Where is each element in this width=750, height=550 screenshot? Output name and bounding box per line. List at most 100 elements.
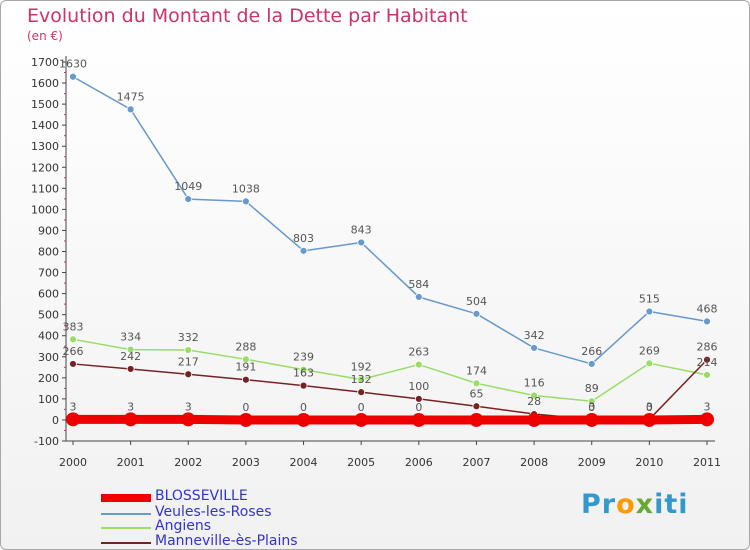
data-label: 89 [585,382,599,395]
data-point [69,335,77,344]
data-label: 3 [185,400,192,413]
data-point [642,412,657,427]
data-point [357,388,366,397]
data-label: 0 [415,401,422,414]
data-point [184,370,193,379]
data-label: 214 [697,356,718,369]
data-label: 0 [588,401,595,414]
data-label: 0 [358,401,365,414]
data-point [296,412,311,427]
data-label: 0 [242,401,249,414]
y-tick-label: 1300 [31,140,59,153]
x-tick-label: 2002 [174,456,202,469]
chart-subtitle: (en €) [27,29,63,43]
proxiti-logo: Proxiti [581,489,689,520]
data-point [69,72,77,81]
y-tick-label: 100 [38,393,59,406]
data-point [242,197,250,206]
legend-label: Veules-les-Roses [155,504,272,520]
data-label: 239 [293,351,314,364]
data-label: 3 [704,400,711,413]
data-label: 116 [524,377,545,390]
data-label: 1475 [117,90,145,103]
data-point [584,412,599,427]
data-label: 1630 [59,58,87,71]
data-label: 192 [351,361,372,374]
data-point [645,359,654,368]
y-tick-label: 400 [38,330,59,343]
x-tick-label: 2011 [693,456,721,469]
data-label: 3 [70,400,77,413]
data-point [299,381,308,390]
y-tick-label: 1200 [31,161,59,174]
data-point [184,346,193,354]
y-tick-label: 700 [38,267,59,280]
data-label: 286 [697,341,718,354]
y-tick-label: 0 [52,414,59,427]
data-point [299,246,308,255]
legend-swatch [101,513,151,515]
data-label: 1038 [232,182,260,195]
data-point [354,412,369,427]
data-label: 332 [178,331,199,344]
data-point [414,293,423,301]
data-point [299,365,308,374]
x-tick-label: 2001 [117,456,145,469]
data-point [238,412,253,427]
data-label: 504 [466,295,487,308]
data-label: 383 [63,320,84,333]
data-label: 263 [408,346,429,359]
data-point [357,238,366,247]
y-tick-label: 200 [38,372,59,385]
data-point [530,344,538,352]
data-label: 1049 [174,180,202,193]
data-label: 28 [527,395,541,408]
data-label: 266 [581,345,602,358]
logo-part: o [616,489,636,520]
data-point [126,365,135,373]
data-point [703,355,711,364]
data-point [123,412,138,427]
data-point [703,317,711,326]
data-label: 0 [300,401,307,414]
x-tick-label: 2003 [232,456,260,469]
data-point [184,195,193,203]
x-tick-label: 2009 [578,456,606,469]
series-line [72,76,708,365]
data-point [530,391,538,400]
legend-swatch [101,494,151,502]
data-label: 584 [408,278,429,291]
data-label: 3 [588,400,595,413]
data-label: 3 [127,400,134,413]
y-tick-label: 500 [38,309,59,322]
data-point [469,412,484,427]
y-tick-label: 900 [38,224,59,237]
chart-title: Evolution du Montant de la Dette par Hab… [27,5,468,27]
data-point [126,345,135,354]
data-point [703,370,711,379]
series-line [72,359,708,421]
data-point [414,394,423,403]
data-label: 468 [697,302,718,315]
data-label: 288 [235,340,256,353]
data-point [242,375,250,384]
data-label: 242 [120,350,141,363]
y-tick-label: 300 [38,351,59,364]
y-tick-label: 1500 [31,98,59,111]
y-tick-label: 1700 [31,56,59,69]
data-label: 342 [524,329,545,342]
data-point [587,397,596,406]
data-point [527,412,542,427]
data-point [414,360,423,369]
data-label: 65 [469,387,483,400]
data-label: 100 [408,380,429,393]
x-tick-label: 2005 [347,456,375,469]
data-label: 132 [351,373,372,386]
legend-label: Manneville-ès-Plains [155,533,298,549]
data-point [66,412,80,427]
data-point [357,375,366,384]
logo-part: iti [654,489,689,520]
x-tick-label: 2006 [405,456,433,469]
x-tick-label: 2004 [290,456,318,469]
